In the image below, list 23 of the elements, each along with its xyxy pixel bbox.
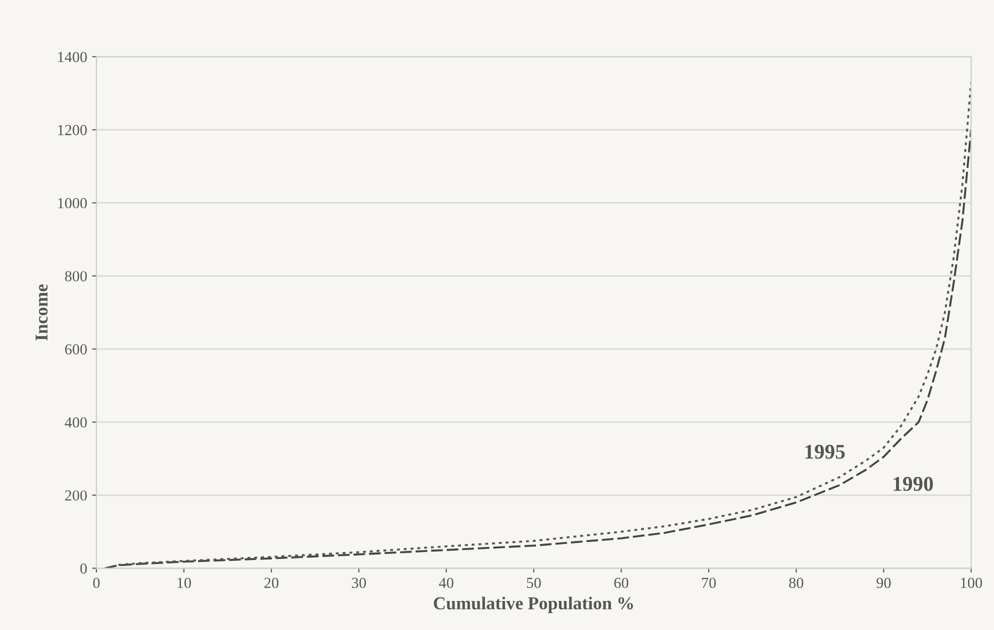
y-tick-label: 1400 [58, 52, 87, 62]
x-tick-label: 70 [702, 578, 716, 588]
x-tick-label: 10 [178, 578, 191, 588]
x-tick-label: 60 [614, 578, 628, 588]
x-tick-label: 20 [264, 578, 278, 588]
series-label: 1990 [894, 476, 933, 491]
y-tick-label: 1000 [58, 198, 87, 208]
y-tick-label: 0 [80, 563, 87, 574]
x-tick-label: 90 [876, 578, 891, 588]
y-tick-label: 200 [65, 490, 87, 501]
y-axis-title: Income [36, 284, 48, 340]
series-label: 1995 [805, 444, 845, 459]
y-tick-label: 1200 [58, 124, 87, 136]
x-tick-label: 40 [438, 578, 454, 588]
y-tick-label: 600 [65, 344, 87, 354]
y-tick-label: 800 [65, 271, 87, 282]
x-tick-label: 30 [352, 578, 366, 588]
x-tick-label: 80 [789, 578, 804, 588]
x-tick-label: 0 [93, 578, 100, 588]
x-tick-label: 50 [527, 578, 541, 588]
x-axis-title: Cumulative Population % [434, 596, 633, 614]
x-tick-label: 100 [961, 578, 982, 588]
y-tick-label: 400 [64, 417, 87, 428]
